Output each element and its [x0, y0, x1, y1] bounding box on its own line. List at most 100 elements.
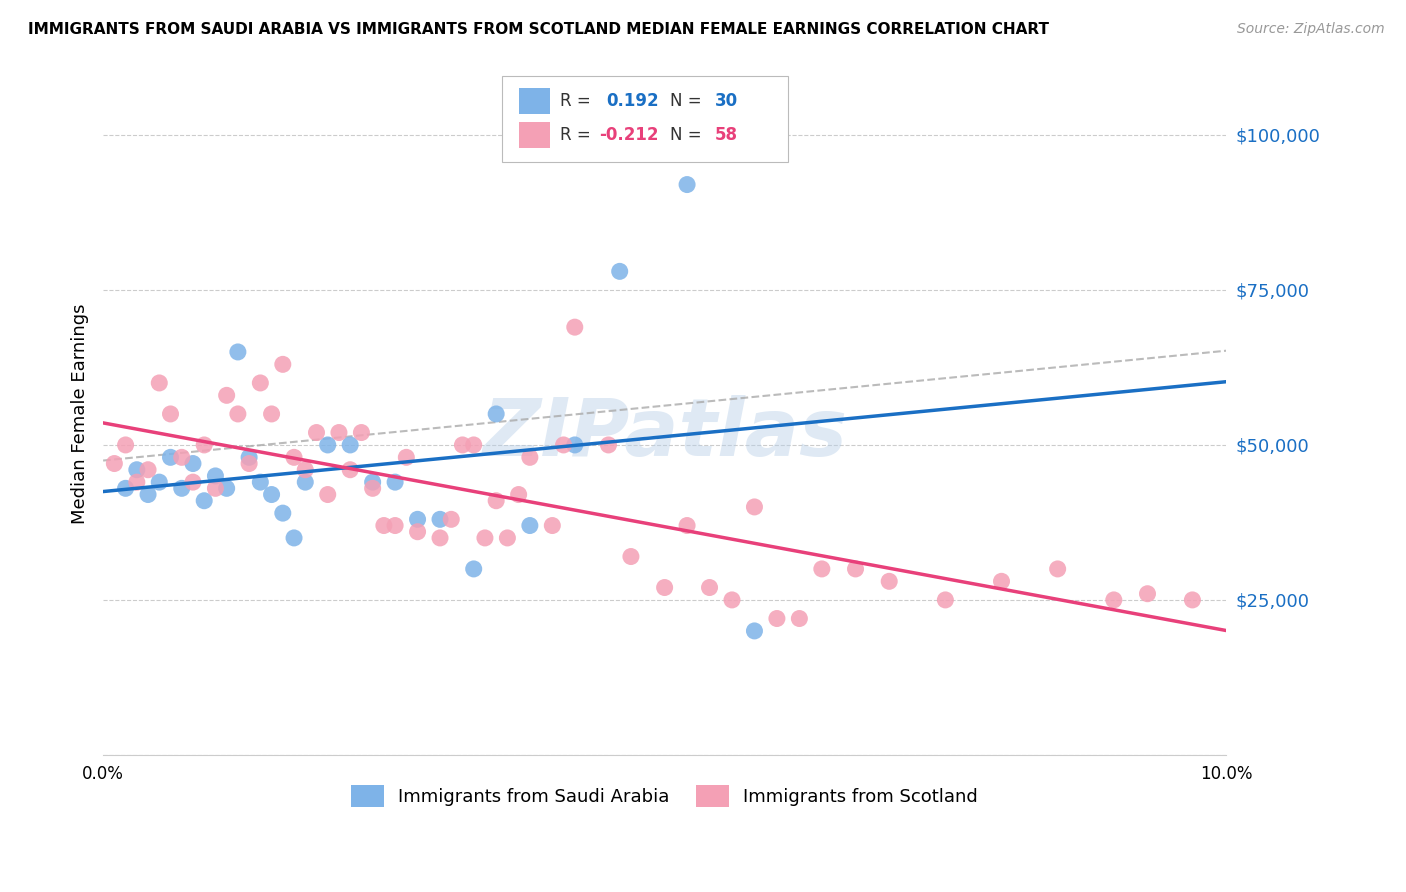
Text: Source: ZipAtlas.com: Source: ZipAtlas.com [1237, 22, 1385, 37]
Point [463, 562, 485, 576]
Point [339, 463, 361, 477]
Point [789, 611, 811, 625]
Point [429, 512, 451, 526]
Point [181, 475, 204, 490]
Point [238, 450, 260, 465]
Point [373, 518, 395, 533]
Point [204, 481, 226, 495]
Point [193, 438, 215, 452]
Point [215, 481, 238, 495]
Point [238, 457, 260, 471]
Point [744, 624, 766, 638]
Point [384, 518, 406, 533]
Point [125, 475, 148, 490]
Text: ZIPatlas: ZIPatlas [482, 395, 848, 474]
Point [485, 493, 508, 508]
Text: N =: N = [671, 92, 702, 110]
Point [553, 438, 575, 452]
Point [361, 475, 384, 490]
Point [620, 549, 643, 564]
Point [283, 531, 305, 545]
Point [564, 438, 586, 452]
Point [114, 481, 136, 495]
Point [159, 450, 181, 465]
Point [260, 407, 283, 421]
Text: -0.212: -0.212 [599, 126, 659, 144]
Text: R =: R = [560, 92, 591, 110]
Point [1181, 593, 1204, 607]
Y-axis label: Median Female Earnings: Median Female Earnings [72, 303, 89, 524]
Point [328, 425, 350, 440]
Point [148, 475, 170, 490]
Point [1102, 593, 1125, 607]
Point [406, 524, 429, 539]
Point [271, 357, 294, 371]
Text: 0.192: 0.192 [606, 92, 659, 110]
Point [181, 457, 204, 471]
Point [844, 562, 866, 576]
Point [508, 487, 530, 501]
Point [294, 475, 316, 490]
Point [721, 593, 744, 607]
Point [463, 438, 485, 452]
Point [406, 512, 429, 526]
Point [316, 438, 339, 452]
Point [676, 518, 699, 533]
Point [283, 450, 305, 465]
Point [744, 500, 766, 514]
Point [136, 463, 159, 477]
Point [811, 562, 834, 576]
Legend: Immigrants from Saudi Arabia, Immigrants from Scotland: Immigrants from Saudi Arabia, Immigrants… [344, 778, 986, 814]
Point [148, 376, 170, 390]
Point [226, 407, 249, 421]
Point [384, 475, 406, 490]
Point [395, 450, 418, 465]
Point [271, 506, 294, 520]
Point [305, 425, 328, 440]
Point [136, 487, 159, 501]
Point [564, 320, 586, 334]
Point [215, 388, 238, 402]
Point [361, 481, 384, 495]
Point [316, 487, 339, 501]
Point [125, 463, 148, 477]
Point [170, 450, 193, 465]
Point [204, 469, 226, 483]
Point [990, 574, 1012, 589]
Point [766, 611, 789, 625]
Text: 58: 58 [716, 126, 738, 144]
Point [541, 518, 564, 533]
Point [170, 481, 193, 495]
Point [474, 531, 496, 545]
Point [485, 407, 508, 421]
FancyBboxPatch shape [502, 77, 789, 161]
Point [654, 581, 676, 595]
Point [226, 345, 249, 359]
Point [451, 438, 474, 452]
Point [193, 493, 215, 508]
Text: N =: N = [671, 126, 702, 144]
Point [676, 178, 699, 192]
Point [609, 264, 631, 278]
Point [339, 438, 361, 452]
Point [496, 531, 519, 545]
Point [350, 425, 373, 440]
Point [877, 574, 900, 589]
Point [429, 531, 451, 545]
Point [519, 450, 541, 465]
FancyBboxPatch shape [519, 122, 550, 148]
Point [249, 475, 271, 490]
Point [598, 438, 620, 452]
Text: 30: 30 [716, 92, 738, 110]
Point [249, 376, 271, 390]
Point [114, 438, 136, 452]
Point [699, 581, 721, 595]
Point [103, 457, 125, 471]
Point [1046, 562, 1069, 576]
FancyBboxPatch shape [519, 88, 550, 114]
Text: IMMIGRANTS FROM SAUDI ARABIA VS IMMIGRANTS FROM SCOTLAND MEDIAN FEMALE EARNINGS : IMMIGRANTS FROM SAUDI ARABIA VS IMMIGRAN… [28, 22, 1049, 37]
Point [440, 512, 463, 526]
Point [1136, 587, 1159, 601]
Text: R =: R = [560, 126, 591, 144]
Point [260, 487, 283, 501]
